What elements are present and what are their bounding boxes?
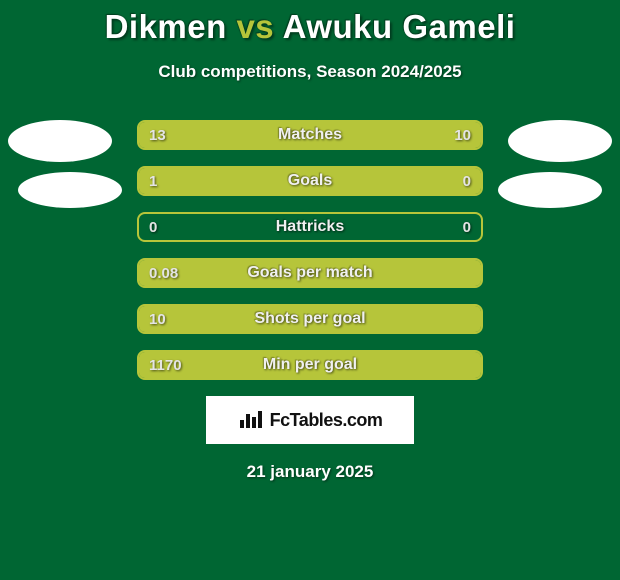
bar-row: 0.08Goals per match <box>137 258 483 288</box>
bar-row: 10Goals <box>137 166 483 196</box>
bar-container: 1310Matches10Goals00Hattricks0.08Goals p… <box>137 120 483 380</box>
bar-fill-left <box>139 306 481 332</box>
bar-value-right: 0 <box>463 168 471 194</box>
bar-row: 0 0Hattricks <box>137 212 483 242</box>
title-player1: Dikmen <box>105 8 227 45</box>
bar-value-left: 1170 <box>149 352 182 378</box>
bar-row: 1310Matches <box>137 120 483 150</box>
page-root: Dikmen vs Awuku Gameli Club competitions… <box>0 0 620 580</box>
bar-row: 10Shots per goal <box>137 304 483 334</box>
title-vs: vs <box>236 8 274 45</box>
title-player2: Awuku Gameli <box>283 8 516 45</box>
bar-label: Hattricks <box>139 214 481 240</box>
bar-fill-left <box>139 168 402 194</box>
bar-row: 1170Min per goal <box>137 350 483 380</box>
subtitle: Club competitions, Season 2024/2025 <box>0 62 620 82</box>
bar-value-left: 0 <box>149 214 157 240</box>
player2-avatar-bottom <box>498 172 602 208</box>
player1-avatar-bottom <box>18 172 122 208</box>
comparison-chart: 1310Matches10Goals00Hattricks0.08Goals p… <box>0 120 620 380</box>
bar-value-right: 10 <box>454 122 471 148</box>
page-title: Dikmen vs Awuku Gameli <box>0 0 620 46</box>
bar-fill-left <box>139 352 481 378</box>
bar-fill-left <box>139 122 332 148</box>
fctables-logo: FcTables.com <box>206 396 414 444</box>
bar-fill-left <box>139 260 481 286</box>
bar-value-left: 13 <box>149 122 166 148</box>
bar-value-left: 0.08 <box>149 260 178 286</box>
bar-value-left: 10 <box>149 306 166 332</box>
player1-avatar-top <box>8 120 112 162</box>
bar-value-right: 0 <box>463 214 471 240</box>
logo-text: FcTables.com <box>270 410 383 431</box>
player2-avatar-top <box>508 120 612 162</box>
footer-date: 21 january 2025 <box>0 462 620 482</box>
bars-icon <box>238 410 264 430</box>
bar-value-left: 1 <box>149 168 157 194</box>
